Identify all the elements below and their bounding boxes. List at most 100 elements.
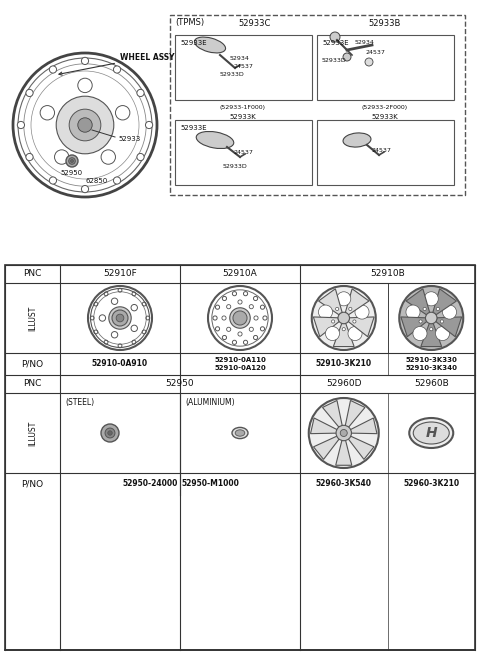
Text: 24537: 24537 — [233, 64, 253, 69]
Polygon shape — [349, 418, 377, 434]
Text: 52933D: 52933D — [322, 58, 347, 62]
Text: 52960D: 52960D — [326, 379, 361, 388]
Circle shape — [227, 305, 231, 309]
Circle shape — [116, 105, 130, 120]
Text: H: H — [425, 426, 437, 440]
Circle shape — [399, 286, 463, 350]
Text: 52950-24000: 52950-24000 — [122, 479, 178, 489]
Circle shape — [56, 96, 114, 154]
Text: (STEEL): (STEEL) — [65, 398, 94, 407]
Circle shape — [233, 311, 247, 325]
Circle shape — [82, 185, 89, 193]
Circle shape — [425, 312, 437, 324]
Circle shape — [227, 328, 231, 331]
Circle shape — [222, 335, 227, 339]
Text: 52910-0A110
52910-0A120: 52910-0A110 52910-0A120 — [214, 357, 266, 371]
Circle shape — [338, 312, 349, 324]
Text: 52933C: 52933C — [239, 18, 271, 28]
Circle shape — [216, 327, 219, 331]
Circle shape — [318, 305, 333, 319]
Circle shape — [131, 325, 137, 331]
Text: 52910-3K210: 52910-3K210 — [316, 360, 372, 369]
Circle shape — [111, 331, 118, 338]
Polygon shape — [401, 317, 427, 337]
Circle shape — [254, 316, 258, 320]
Circle shape — [336, 425, 351, 441]
Text: 52933K: 52933K — [229, 114, 256, 120]
Text: 52950: 52950 — [166, 379, 194, 388]
Circle shape — [101, 150, 116, 164]
Text: (TPMS): (TPMS) — [175, 18, 204, 28]
Text: 52910-0A910: 52910-0A910 — [92, 360, 148, 369]
Text: P/NO: P/NO — [22, 479, 44, 489]
Circle shape — [440, 320, 444, 323]
Circle shape — [253, 297, 258, 301]
Polygon shape — [348, 436, 374, 459]
Circle shape — [82, 58, 89, 65]
Circle shape — [348, 326, 362, 341]
Circle shape — [261, 327, 264, 331]
Polygon shape — [406, 289, 430, 315]
Text: 52933D: 52933D — [220, 73, 245, 77]
Text: P/NO: P/NO — [22, 360, 44, 369]
Bar — [175, 35, 312, 100]
Text: ILLUST: ILLUST — [28, 421, 37, 445]
Text: (ALUMINIUM): (ALUMINIUM) — [185, 398, 235, 407]
Circle shape — [222, 297, 227, 301]
Polygon shape — [333, 324, 354, 346]
Text: (52933-2F000): (52933-2F000) — [362, 105, 408, 111]
Text: (52933-1F000): (52933-1F000) — [220, 105, 266, 111]
Text: 52933K: 52933K — [372, 114, 398, 120]
Text: 52910B: 52910B — [370, 269, 405, 278]
Circle shape — [430, 328, 433, 331]
Text: ILLUST: ILLUST — [28, 305, 37, 331]
Text: 52933E: 52933E — [322, 40, 348, 46]
Circle shape — [332, 320, 335, 323]
Circle shape — [238, 300, 242, 304]
Circle shape — [336, 291, 351, 306]
Circle shape — [78, 78, 92, 92]
Circle shape — [330, 32, 340, 42]
Circle shape — [49, 177, 57, 184]
Circle shape — [105, 428, 115, 438]
Polygon shape — [421, 324, 442, 346]
Circle shape — [116, 314, 124, 322]
Circle shape — [26, 153, 33, 160]
Ellipse shape — [232, 428, 248, 439]
Text: 52960B: 52960B — [414, 379, 449, 388]
Circle shape — [99, 315, 106, 321]
Polygon shape — [313, 436, 340, 459]
Bar — [317, 35, 454, 100]
Polygon shape — [436, 317, 462, 337]
Circle shape — [342, 328, 345, 331]
Circle shape — [423, 307, 426, 310]
Text: 52910-3K330
52910-3K340: 52910-3K330 52910-3K340 — [405, 357, 457, 371]
Bar — [175, 120, 312, 185]
Text: 52933B: 52933B — [369, 18, 401, 28]
Circle shape — [436, 307, 439, 310]
Ellipse shape — [343, 133, 371, 147]
Circle shape — [325, 326, 339, 341]
Circle shape — [66, 155, 78, 167]
Polygon shape — [348, 317, 374, 337]
Circle shape — [261, 305, 264, 309]
Circle shape — [17, 121, 24, 128]
Text: 52934: 52934 — [355, 39, 375, 45]
Circle shape — [340, 430, 347, 436]
Circle shape — [40, 105, 55, 120]
Circle shape — [353, 320, 356, 323]
Text: 24537: 24537 — [365, 50, 385, 56]
Circle shape — [137, 89, 144, 96]
Circle shape — [336, 307, 339, 310]
Text: 52934: 52934 — [230, 56, 250, 60]
Text: 24537: 24537 — [233, 151, 253, 155]
Circle shape — [355, 305, 369, 319]
Polygon shape — [323, 400, 342, 428]
Circle shape — [113, 66, 120, 73]
Circle shape — [111, 298, 118, 305]
Circle shape — [109, 307, 131, 329]
Circle shape — [69, 158, 75, 164]
Text: 52933E: 52933E — [180, 125, 206, 131]
Circle shape — [365, 58, 373, 66]
Circle shape — [312, 286, 376, 350]
